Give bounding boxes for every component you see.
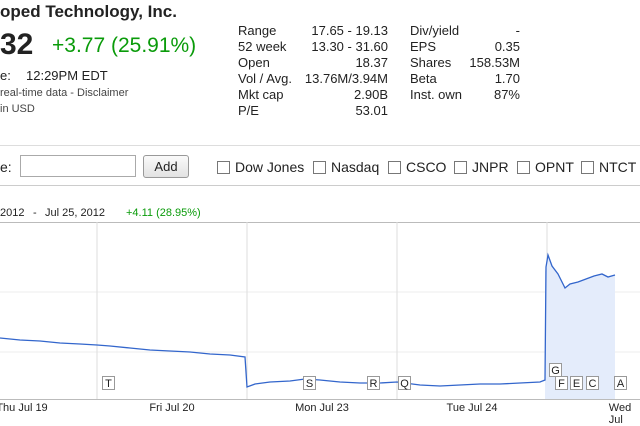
compare-label: e: [0, 159, 12, 175]
event-flag[interactable]: F [555, 376, 568, 390]
divider [0, 185, 640, 186]
quote-time: 12:29PM EDT [26, 68, 108, 83]
compare-checkbox[interactable]: CSCO [388, 157, 446, 177]
range-separator: - [33, 207, 37, 219]
realtime-note: real-time data - Disclaimer [0, 87, 129, 99]
checkbox-label: OPNT [535, 159, 574, 175]
checkbox-label: NTCT [599, 159, 637, 175]
event-flag[interactable]: E [570, 376, 583, 390]
stat-value: 13.30 - 31.60 [311, 39, 388, 54]
event-flag[interactable]: T [102, 376, 115, 390]
time-label: e: [0, 68, 11, 83]
checkbox[interactable] [581, 160, 594, 174]
checkbox-label: CSCO [406, 159, 447, 175]
stat-value: 0.35 [494, 39, 520, 54]
x-tick-label: Fri Jul 20 [149, 402, 195, 414]
compare-checkbox[interactable]: JNPR [454, 157, 509, 177]
stat-label: Range [238, 23, 277, 38]
event-flag[interactable]: S [303, 376, 316, 390]
checkbox[interactable] [313, 160, 326, 174]
event-flag[interactable]: R [367, 376, 380, 390]
stat-label: Vol / Avg. [238, 71, 292, 86]
company-name: oped Technology, Inc. [0, 2, 177, 21]
checkbox-label: JNPR [472, 159, 509, 175]
checkbox[interactable] [454, 160, 467, 174]
event-flag[interactable]: C [586, 376, 599, 390]
x-tick-label: Wed Jul [608, 402, 632, 426]
compare-checkbox[interactable]: Dow Jones [217, 157, 304, 177]
stat-value: 53.01 [355, 103, 388, 118]
checkbox[interactable] [388, 160, 401, 174]
stat-label: Shares [410, 55, 452, 70]
area-fill [545, 254, 615, 400]
stat-label: Inst. own [410, 87, 463, 102]
range-start: 2012 [0, 207, 25, 219]
stat-label: Mkt cap [238, 87, 284, 102]
checkbox-label: Nasdaq [331, 159, 380, 175]
stat-value: 87% [493, 87, 520, 102]
stat-value: 158.53M [469, 55, 520, 70]
stat-label: P/E [238, 103, 259, 118]
divider [0, 145, 640, 146]
stat-label: 52 week [238, 39, 287, 54]
range-change: +4.11 (28.95%) [126, 207, 201, 219]
stat-value: 18.37 [355, 55, 388, 70]
event-flag[interactable]: G [549, 363, 562, 377]
compare-checkbox[interactable]: Nasdaq [313, 157, 379, 177]
stat-label: Div/yield [410, 23, 460, 38]
stat-label: EPS [410, 39, 437, 54]
x-tick-label: Thu Jul 19 [0, 402, 48, 414]
stat-label: Beta [410, 71, 437, 86]
stat-label: Open [238, 55, 270, 70]
checkbox[interactable] [217, 160, 230, 174]
range-end: Jul 25, 2012 [45, 207, 105, 219]
stat-value: 13.76M/3.94M [304, 71, 388, 86]
price: 32 [0, 28, 34, 61]
compare-checkbox[interactable]: NTCT [581, 157, 636, 177]
checkbox-label: Dow Jones [235, 159, 305, 175]
price-chart [0, 222, 640, 400]
compare-checkbox[interactable]: OPNT [517, 157, 574, 177]
event-flag[interactable]: A [614, 376, 627, 390]
compare-input[interactable] [20, 155, 136, 177]
x-tick-label: Mon Jul 23 [295, 402, 349, 414]
checkbox[interactable] [517, 160, 530, 174]
x-tick-label: Tue Jul 24 [446, 402, 498, 414]
add-button[interactable]: Add [143, 155, 189, 178]
price-line [0, 252, 616, 388]
stat-value: 17.65 - 19.13 [311, 23, 388, 38]
stat-value: 2.90B [354, 87, 388, 102]
event-flag[interactable]: Q [398, 376, 411, 390]
stat-value: - [515, 23, 520, 38]
currency-note: in USD [0, 103, 35, 115]
stat-value: 1.70 [494, 71, 520, 86]
price-change: +3.77 (25.91%) [52, 34, 197, 57]
